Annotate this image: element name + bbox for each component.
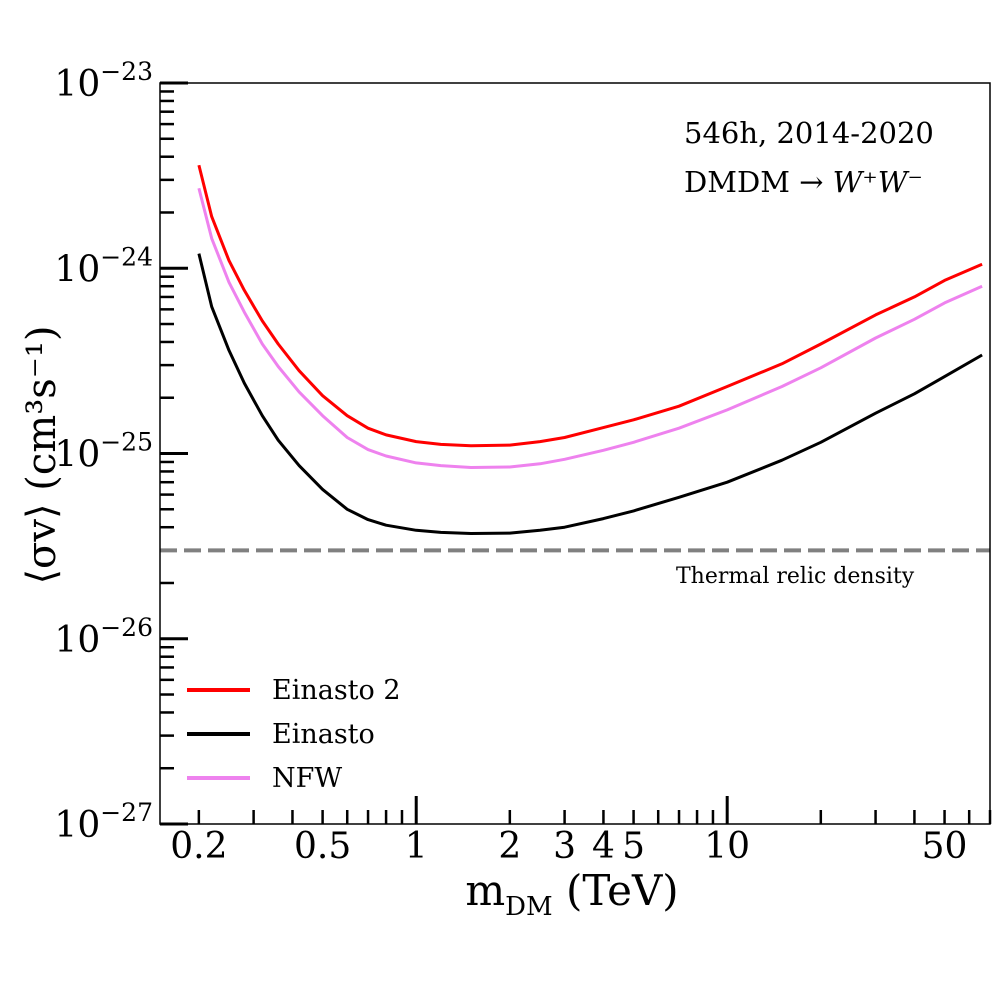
annotation-exposure: 546h, 2014-2020 <box>684 116 934 150</box>
annotation-channel-prefix: DMDM → <box>684 165 833 199</box>
y-tick-label-exponent: −26 <box>100 613 153 642</box>
y-tick-label-exponent: −23 <box>100 57 153 86</box>
y-tick-label-exponent: −24 <box>100 242 153 271</box>
axes-ticks <box>160 81 992 826</box>
y-tick-label: 10−26 <box>54 613 153 661</box>
y-tick-label-exponent: −27 <box>100 798 153 827</box>
y-tick-label: 10−27 <box>54 798 153 846</box>
legend-label-einasto: Einasto <box>272 719 375 750</box>
legend-label-einasto-2: Einasto 2 <box>272 675 401 706</box>
x-tick-label: 2 <box>498 826 521 867</box>
series-line-nfw <box>197 187 983 469</box>
y-tick-label: 10−24 <box>54 242 153 290</box>
legend-label-nfw: NFW <box>272 763 342 794</box>
x-tick-label: 5 <box>622 826 645 867</box>
y-tick-label-base: 10 <box>54 249 100 290</box>
x-tick-label: 10 <box>704 826 750 867</box>
x-axis-label-unit: (TeV) <box>553 866 679 915</box>
y-tick-label-base: 10 <box>54 805 100 846</box>
annotation-channel: DMDM → W⁺W⁻ <box>684 165 923 199</box>
x-tick-label: 0.5 <box>294 826 351 867</box>
x-axis-label-main: m <box>465 866 505 915</box>
x-tick-label: 1 <box>405 826 428 867</box>
series-group <box>197 164 983 535</box>
plot-frame <box>159 82 991 825</box>
x-axis-label: mDM (TeV) <box>465 866 678 922</box>
y-axis-label: ⟨σv⟩ (cm³s⁻¹) <box>19 325 65 584</box>
series-line-einasto <box>197 253 983 535</box>
x-tick-label: 50 <box>922 826 968 867</box>
y-tick-label-base: 10 <box>54 64 100 105</box>
y-tick-label-exponent: −25 <box>100 428 153 457</box>
y-tick-label: 10−23 <box>54 57 153 105</box>
x-axis-label-sub: DM <box>505 892 552 922</box>
x-tick-label: 0.2 <box>170 826 227 867</box>
annotation-channel-formula: W⁺W⁻ <box>833 165 923 199</box>
series-line-einasto-2 <box>197 164 983 448</box>
reference-line-label: Thermal relic density <box>676 564 915 589</box>
y-tick-label: 10−25 <box>54 428 153 476</box>
x-tick-label: 3 <box>553 826 576 867</box>
y-tick-label-base: 10 <box>54 620 100 661</box>
y-tick-label-base: 10 <box>54 435 100 476</box>
legend: Einasto 2 Einasto NFW <box>187 675 401 794</box>
x-tick-label: 4 <box>592 826 615 867</box>
